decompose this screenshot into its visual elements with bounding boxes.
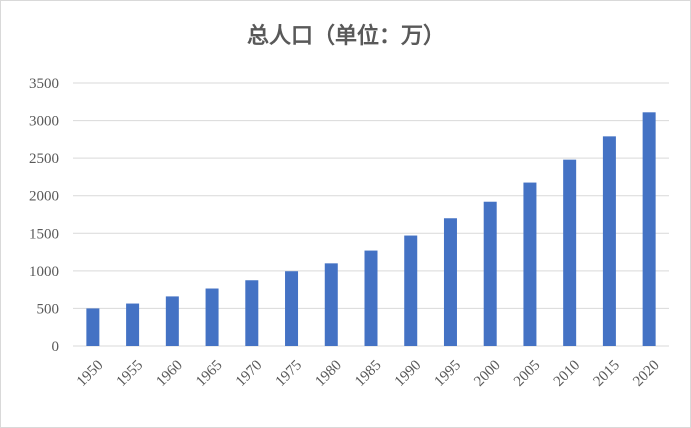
y-tick-label: 2000 xyxy=(29,189,59,205)
y-tick-label: 0 xyxy=(52,339,60,355)
x-tick-label: 1985 xyxy=(352,357,385,390)
bar-1980 xyxy=(324,263,338,346)
bar-2010 xyxy=(563,159,577,346)
bar-1965 xyxy=(205,288,219,346)
bar-1960 xyxy=(165,296,179,346)
x-tick-label: 1960 xyxy=(153,357,186,390)
y-tick-label: 500 xyxy=(37,301,60,317)
x-tick-label: 2005 xyxy=(511,357,544,390)
bar-1955 xyxy=(126,303,140,346)
x-tick-label: 1965 xyxy=(193,357,226,390)
x-tick-label: 1995 xyxy=(432,357,465,390)
bar-1950 xyxy=(86,308,100,346)
y-tick-label: 1000 xyxy=(29,264,59,280)
y-axis-ticks: 0 500 1000 1500 2000 2500 3000 3500 xyxy=(29,76,59,355)
x-tick-label: 1970 xyxy=(233,357,266,390)
y-tick-label: 3000 xyxy=(29,114,59,130)
bar-2005 xyxy=(523,182,537,346)
x-tick-label: 1990 xyxy=(392,357,425,390)
x-tick-label: 2015 xyxy=(590,357,623,390)
bar-2000 xyxy=(483,201,497,346)
bar-2020 xyxy=(642,112,656,346)
y-tick-label: 1500 xyxy=(29,226,59,242)
y-tick-label: 3500 xyxy=(29,76,59,92)
bars xyxy=(86,112,656,346)
bar-1975 xyxy=(285,271,299,346)
x-tick-label: 2010 xyxy=(551,357,584,390)
bar-2015 xyxy=(602,136,616,346)
bar-1970 xyxy=(245,280,259,346)
x-tick-label: 2000 xyxy=(471,357,504,390)
y-tick-label: 2500 xyxy=(29,151,59,167)
x-tick-label: 2020 xyxy=(630,357,663,390)
x-tick-label: 1955 xyxy=(114,357,147,390)
x-tick-label: 1975 xyxy=(273,357,306,390)
bar-1990 xyxy=(404,235,418,346)
x-axis-ticks: 1950 1955 1960 1965 1970 1975 1980 1985 1990 1995… xyxy=(74,357,663,390)
bar-1985 xyxy=(364,250,378,346)
x-tick-label: 1980 xyxy=(312,357,345,390)
bar-1995 xyxy=(443,218,457,346)
x-tick-label: 1950 xyxy=(74,357,107,390)
chart-title: 总人口（单位：万） xyxy=(247,23,445,49)
